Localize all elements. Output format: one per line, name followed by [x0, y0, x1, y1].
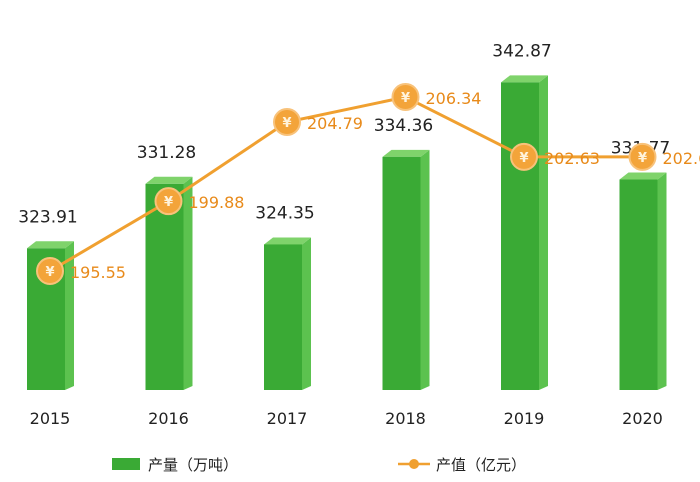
marker-glyph: ¥ — [519, 151, 528, 166]
line-value-label: 204.79 — [307, 114, 363, 133]
yen-coin-icon: ¥ — [628, 142, 657, 171]
line-value-label: 202.63 — [544, 149, 600, 168]
bar-value-label: 342.87 — [492, 41, 551, 61]
legend-swatch-bar — [112, 458, 140, 470]
line-point — [154, 187, 183, 216]
x-tick-label: 2017 — [267, 409, 308, 428]
bar-top — [382, 149, 430, 157]
bar-top — [264, 237, 311, 245]
bar-front — [145, 183, 184, 390]
line-path — [49, 95, 643, 273]
bar-value-label: 334.36 — [374, 116, 433, 136]
bar-top — [501, 75, 548, 83]
line-value-label: 202.63 — [663, 149, 700, 168]
bars-group — [27, 75, 667, 390]
line-point — [391, 83, 420, 112]
bar — [264, 237, 311, 390]
bar-value-label: 324.35 — [255, 203, 314, 223]
bar-top — [27, 241, 74, 249]
legend-item-line: 产值（亿元） — [398, 456, 526, 474]
x-tick-label: 2015 — [30, 409, 71, 428]
bar-top — [145, 176, 193, 184]
bar-front — [501, 82, 539, 390]
marker-glyph: ¥ — [282, 116, 291, 131]
bar-side — [539, 75, 548, 390]
line-series: ¥195.55 ¥ 199.88 ¥ 204.79 ¥ 206.34 ¥ 202.63 ¥202.… — [36, 83, 700, 286]
bar-side — [183, 176, 193, 390]
yen-coin-icon: ¥ — [391, 83, 420, 112]
line-point — [628, 142, 657, 171]
marker-glyph: ¥ — [638, 151, 647, 166]
bar — [382, 149, 430, 390]
bar-value-label: 323.91 — [18, 207, 77, 227]
legend-label-bar: 产量（万吨） — [148, 456, 238, 474]
bar-side — [302, 237, 311, 390]
yen-coin-icon: ¥ — [510, 142, 538, 171]
bar — [619, 172, 667, 390]
marker-glyph: ¥ — [401, 91, 410, 106]
bar-front — [619, 179, 658, 390]
x-tick-label: 2018 — [385, 409, 426, 428]
x-axis-ticks: 2015 2016 2017 2018 2019 2020 — [30, 409, 663, 428]
bar — [501, 75, 548, 390]
line-value-label: 206.34 — [426, 89, 482, 108]
bar-side — [65, 241, 74, 390]
legend-label-line: 产值（亿元） — [436, 456, 526, 474]
yen-coin-icon: ¥ — [36, 257, 64, 286]
yen-coin-icon: ¥ — [154, 187, 183, 216]
legend: 产量（万吨） 产值（亿元） — [112, 456, 526, 474]
line-point — [273, 108, 301, 137]
bar — [145, 176, 193, 390]
x-tick-label: 2020 — [622, 409, 663, 428]
line-value-label: 199.88 — [189, 193, 245, 212]
line-point — [510, 142, 538, 171]
yen-coin-icon: ¥ — [273, 108, 301, 137]
legend-item-bar: 产量（万吨） — [112, 456, 238, 474]
marker-glyph: ¥ — [164, 195, 173, 210]
line-point — [36, 257, 64, 286]
bar-top — [619, 172, 667, 180]
bar-side — [420, 149, 430, 390]
x-tick-label: 2016 — [148, 409, 189, 428]
bar-value-label: 331.28 — [137, 143, 196, 163]
bar-front — [264, 244, 302, 390]
legend-point-swatch — [409, 459, 419, 469]
marker-glyph: ¥ — [45, 265, 54, 280]
line-value-label: 195.55 — [70, 263, 126, 282]
bar-front — [382, 156, 421, 390]
bar-side — [657, 172, 667, 390]
x-tick-label: 2019 — [504, 409, 545, 428]
